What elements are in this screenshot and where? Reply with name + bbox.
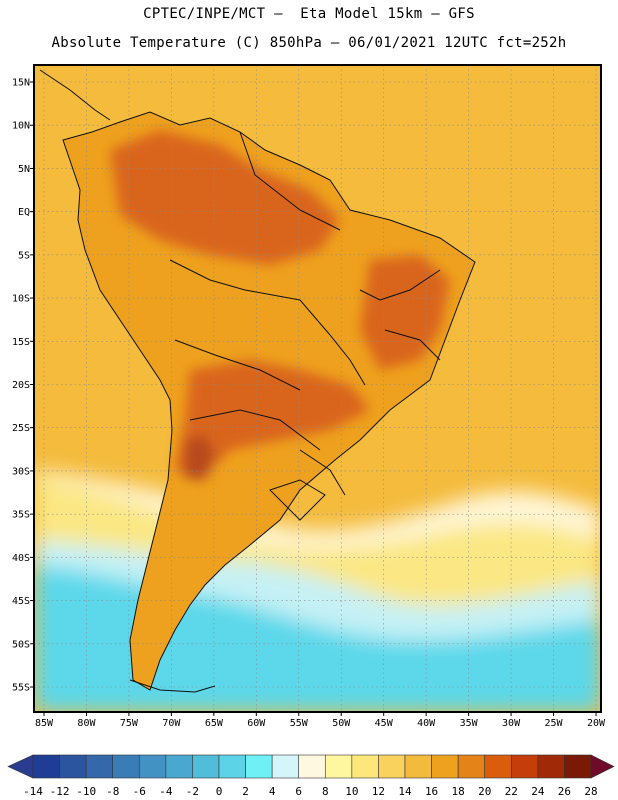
colorbar-tick-label: 24 <box>531 785 545 798</box>
lon-tick-label: 35W <box>460 718 479 729</box>
colorbar-swatch <box>298 754 326 779</box>
border-line <box>359 269 441 301</box>
colorbar-swatch <box>537 754 565 779</box>
colorbar-under-arrow <box>7 754 34 779</box>
colorbar-tick-label: 4 <box>269 785 276 798</box>
border-line <box>299 299 366 386</box>
colorbar-tick-label: 18 <box>452 785 465 798</box>
colorbar-swatch <box>59 754 87 779</box>
colorbar-tick-label: 12 <box>372 785 385 798</box>
colorbar-over-arrow <box>590 754 615 779</box>
lat-tick-label: 50S <box>12 639 30 650</box>
lon-tick-label: 60W <box>247 718 266 729</box>
chart-title-line1: CPTEC/INPE/MCT — Eta Model 15km — GFS <box>143 6 475 22</box>
colorbar-swatch <box>271 754 300 779</box>
colorbar-swatch <box>324 754 353 779</box>
colorbar-tick-label: 26 <box>558 785 571 798</box>
lon-tick-label: 25W <box>545 718 564 729</box>
colorbar-tick-label: 10 <box>345 785 358 798</box>
colorbar-tick-label: 0 <box>216 785 223 798</box>
border-line <box>129 679 216 693</box>
lon-tick-label: 50W <box>332 718 351 729</box>
colorbar-swatch <box>564 754 592 779</box>
lon-tick-label: 40W <box>417 718 436 729</box>
lat-tick-label: 15S <box>12 337 30 348</box>
lat-tick-label: 35S <box>12 510 30 521</box>
colorbar-tick-label: 16 <box>425 785 438 798</box>
map-frame <box>33 64 602 713</box>
border-line <box>174 339 301 391</box>
colorbar-swatch <box>378 754 406 779</box>
lon-tick-label: 20W <box>587 718 606 729</box>
border-line <box>39 69 111 121</box>
lon-tick-label: 75W <box>120 718 139 729</box>
lat-tick-label: 25S <box>12 423 30 434</box>
colorbar-tick-label: -14 <box>23 785 43 798</box>
colorbar-swatch <box>245 754 273 779</box>
colorbar-swatch <box>484 754 512 779</box>
lon-tick-label: 30W <box>502 718 521 729</box>
border-line <box>189 409 321 451</box>
hottest-core-chaco <box>185 435 215 480</box>
lat-tick-label: 5S <box>18 250 30 261</box>
lat-tick-label: 10S <box>12 294 30 305</box>
colorbar-tick-label: 6 <box>295 785 302 798</box>
lat-lon-grid <box>34 65 601 712</box>
colorbar-swatch <box>32 754 60 779</box>
colorbar: -14 -12 -10 -8 -6 -4 -2 0 2 4 6 8 10 12 14 16 18 20 22 24 26… <box>7 754 615 798</box>
colorbar-tick-label: -12 <box>50 785 70 798</box>
colorbar-swatch <box>351 754 379 779</box>
colorbar-tick-label: 20 <box>478 785 491 798</box>
colorbar-tick-label: -10 <box>76 785 96 798</box>
colorbar-tick-label: -2 <box>186 785 199 798</box>
lat-tick-label: 55S <box>12 683 30 694</box>
border-line <box>299 449 346 496</box>
colorbar-swatch <box>510 754 539 779</box>
lon-tick-label: 45W <box>375 718 394 729</box>
lon-tick-label: 85W <box>35 718 54 729</box>
colorbar-tick-label: 14 <box>398 785 412 798</box>
lon-tick-label: 80W <box>77 718 96 729</box>
continent-coastline <box>62 111 476 691</box>
colorbar-swatch <box>85 754 114 779</box>
colorbar-swatch <box>112 754 140 779</box>
lat-tick-label: 15N <box>12 78 30 89</box>
lon-tick-label: 55W <box>290 718 309 729</box>
colorbar-swatch <box>431 754 459 779</box>
colorbar-tick-label: 22 <box>505 785 518 798</box>
temperature-field <box>34 65 601 712</box>
axis-ticks: 85W 80W 75W 70W 65W 60W 55W 50W 45W 40W 35W 30W 25W 2… <box>12 78 606 730</box>
lat-tick-label: 20S <box>12 380 30 391</box>
warm-core-north <box>110 130 340 265</box>
lon-tick-label: 70W <box>162 718 181 729</box>
border-line <box>384 329 441 361</box>
lon-tick-label: 65W <box>205 718 224 729</box>
colorbar-tick-label: -8 <box>106 785 119 798</box>
colorbar-swatch <box>404 754 432 779</box>
warm-core-center <box>175 360 370 480</box>
colorbar-swatch <box>192 754 220 779</box>
colorbar-tick-label: 28 <box>584 785 597 798</box>
warm-core-northeast <box>360 255 450 370</box>
colorbar-swatch <box>457 754 486 779</box>
lat-tick-label: 10N <box>12 121 30 132</box>
coastline-borders <box>39 69 476 693</box>
border-line <box>169 259 301 301</box>
border-line <box>239 131 341 231</box>
lat-tick-label: 45S <box>12 596 30 607</box>
colorbar-tick-label: 2 <box>242 785 249 798</box>
border-line <box>269 479 326 521</box>
lat-tick-label: 40S <box>12 553 30 564</box>
lat-tick-label: EQ <box>18 207 30 218</box>
colorbar-tick-label: 8 <box>322 785 329 798</box>
colorbar-swatch <box>138 754 167 779</box>
lat-tick-label: 30S <box>12 466 30 477</box>
colorbar-swatch <box>218 754 246 779</box>
chart-title-line2: Absolute Temperature (C) 850hPa — 06/01/… <box>51 35 567 51</box>
colorbar-tick-label: -6 <box>133 785 146 798</box>
colorbar-swatch <box>165 754 193 779</box>
lat-tick-label: 5N <box>18 164 30 175</box>
colorbar-tick-label: -4 <box>159 785 173 798</box>
